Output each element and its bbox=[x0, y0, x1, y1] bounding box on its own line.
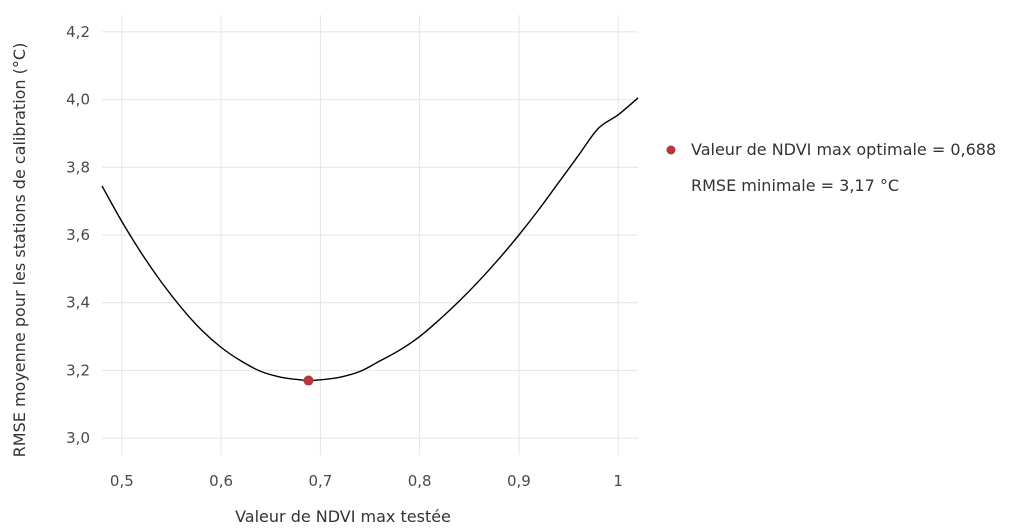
rmse-curve bbox=[101, 97, 639, 382]
y-axis-ticks: 3,0 3,2 3,4 3,6 3,8 4,0 4,2 bbox=[66, 23, 90, 447]
y-tick-label: 3,8 bbox=[66, 158, 90, 176]
legend-min-rmse: RMSE minimale = 3,17 °C bbox=[691, 176, 899, 195]
y-tick-label: 3,6 bbox=[66, 226, 90, 244]
x-tick-label: 0,6 bbox=[209, 472, 233, 490]
legend: Valeur de NDVI max optimale = 0,688 RMSE… bbox=[666, 140, 996, 195]
y-tick-label: 3,0 bbox=[66, 429, 90, 447]
legend-marker bbox=[666, 145, 676, 155]
y-tick-label: 3,2 bbox=[66, 361, 90, 379]
x-tick-label: 0,7 bbox=[308, 472, 332, 490]
x-axis-ticks: 0,5 0,6 0,7 0,8 0,9 1 bbox=[110, 472, 623, 490]
x-tick-label: 1 bbox=[613, 472, 623, 490]
grid-layer bbox=[102, 15, 638, 455]
x-tick-label: 0,5 bbox=[110, 472, 134, 490]
optimum-point bbox=[303, 375, 314, 386]
y-tick-label: 3,4 bbox=[66, 294, 90, 312]
x-tick-label: 0,8 bbox=[408, 472, 432, 490]
legend-optimal-ndvi: Valeur de NDVI max optimale = 0,688 bbox=[691, 140, 996, 159]
y-tick-label: 4,0 bbox=[66, 91, 90, 109]
y-axis-title: RMSE moyenne pour les stations de calibr… bbox=[10, 43, 29, 458]
x-axis-title: Valeur de NDVI max testée bbox=[235, 507, 451, 526]
x-tick-label: 0,9 bbox=[507, 472, 531, 490]
y-tick-label: 4,2 bbox=[66, 23, 90, 41]
